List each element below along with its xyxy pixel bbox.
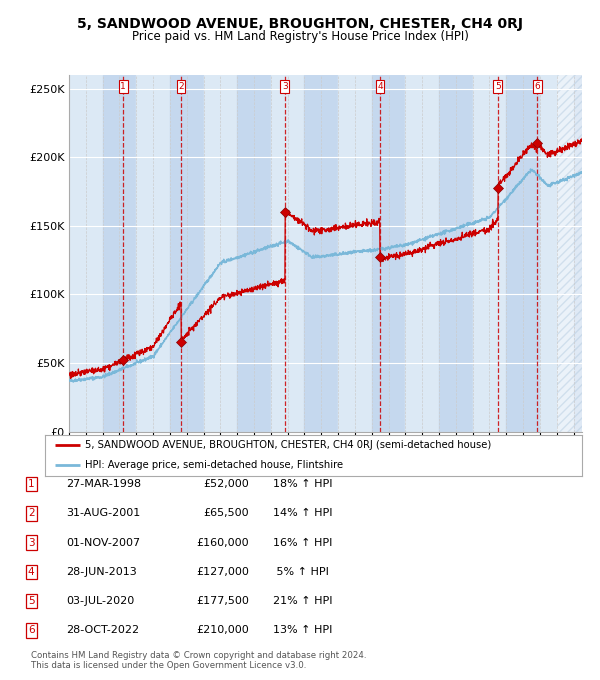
Bar <box>69 75 103 432</box>
Text: £160,000: £160,000 <box>196 538 249 547</box>
Text: 5, SANDWOOD AVENUE, BROUGHTON, CHESTER, CH4 0RJ: 5, SANDWOOD AVENUE, BROUGHTON, CHESTER, … <box>77 17 523 31</box>
Bar <box>372 75 406 432</box>
Text: 5, SANDWOOD AVENUE, BROUGHTON, CHESTER, CH4 0RJ (semi-detached house): 5, SANDWOOD AVENUE, BROUGHTON, CHESTER, … <box>85 440 491 450</box>
Bar <box>136 75 170 432</box>
Text: 18% ↑ HPI: 18% ↑ HPI <box>273 479 332 489</box>
Bar <box>557 75 582 432</box>
Text: 4: 4 <box>377 82 383 91</box>
Text: 03-JUL-2020: 03-JUL-2020 <box>66 596 134 606</box>
Text: 6: 6 <box>28 626 35 635</box>
Text: Price paid vs. HM Land Registry's House Price Index (HPI): Price paid vs. HM Land Registry's House … <box>131 30 469 43</box>
Bar <box>103 75 136 432</box>
Text: 27-MAR-1998: 27-MAR-1998 <box>66 479 141 489</box>
Bar <box>506 75 540 432</box>
Bar <box>304 75 338 432</box>
Text: 2: 2 <box>28 509 35 518</box>
Text: 5% ↑ HPI: 5% ↑ HPI <box>273 567 329 577</box>
Text: 2: 2 <box>178 82 184 91</box>
Bar <box>203 75 237 432</box>
Bar <box>439 75 473 432</box>
Text: 1: 1 <box>121 82 126 91</box>
Text: 5: 5 <box>28 596 35 606</box>
Bar <box>338 75 372 432</box>
Text: £210,000: £210,000 <box>196 626 249 635</box>
Text: 3: 3 <box>28 538 35 547</box>
Text: 14% ↑ HPI: 14% ↑ HPI <box>273 509 332 518</box>
Bar <box>574 75 582 432</box>
Bar <box>406 75 439 432</box>
Text: £65,500: £65,500 <box>203 509 249 518</box>
Text: 31-AUG-2001: 31-AUG-2001 <box>66 509 140 518</box>
Text: Contains HM Land Registry data © Crown copyright and database right 2024.: Contains HM Land Registry data © Crown c… <box>31 651 367 660</box>
Text: £52,000: £52,000 <box>203 479 249 489</box>
Text: £177,500: £177,500 <box>196 596 249 606</box>
Text: 16% ↑ HPI: 16% ↑ HPI <box>273 538 332 547</box>
Text: 3: 3 <box>282 82 288 91</box>
Text: 13% ↑ HPI: 13% ↑ HPI <box>273 626 332 635</box>
Text: 1: 1 <box>28 479 35 489</box>
Text: 01-NOV-2007: 01-NOV-2007 <box>66 538 140 547</box>
Text: This data is licensed under the Open Government Licence v3.0.: This data is licensed under the Open Gov… <box>31 661 307 670</box>
Text: £127,000: £127,000 <box>196 567 249 577</box>
Text: 4: 4 <box>28 567 35 577</box>
Text: 5: 5 <box>495 82 501 91</box>
Bar <box>170 75 203 432</box>
Text: HPI: Average price, semi-detached house, Flintshire: HPI: Average price, semi-detached house,… <box>85 460 343 471</box>
Bar <box>473 75 506 432</box>
Text: 28-OCT-2022: 28-OCT-2022 <box>66 626 139 635</box>
Bar <box>237 75 271 432</box>
Bar <box>540 75 574 432</box>
Text: 28-JUN-2013: 28-JUN-2013 <box>66 567 137 577</box>
Bar <box>271 75 304 432</box>
Text: 21% ↑ HPI: 21% ↑ HPI <box>273 596 332 606</box>
Text: 6: 6 <box>534 82 540 91</box>
